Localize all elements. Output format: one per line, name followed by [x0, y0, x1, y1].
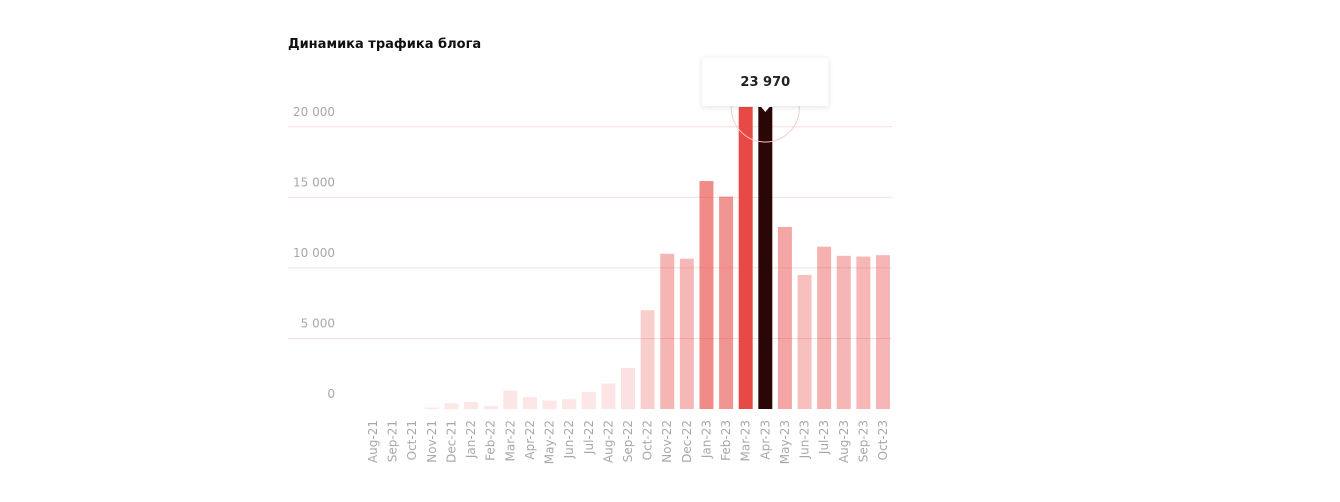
x-tick-label: May-23: [778, 420, 792, 464]
x-tick-label: Aug-21: [366, 420, 380, 463]
bar: [797, 274, 812, 409]
bar: [444, 403, 459, 409]
x-tick-label: Jun-23: [798, 420, 812, 459]
bar: [542, 400, 557, 409]
x-tick-label: Jan-23: [699, 420, 713, 459]
bar: [621, 368, 635, 409]
x-tick-label: Apr-22: [523, 420, 537, 460]
x-tick-label: Dec-22: [680, 420, 694, 463]
bar: [601, 383, 616, 409]
x-tick-label: Oct-22: [641, 420, 655, 460]
y-tick-label: 20 000: [293, 105, 335, 119]
tooltip-pointer: [760, 106, 771, 112]
bar: [876, 255, 890, 409]
bar: [660, 253, 675, 409]
bar: [424, 407, 439, 409]
chart-title: Динамика трафика блога: [288, 37, 481, 52]
y-tick-label: 0: [327, 387, 335, 401]
x-tick-label: Nov-21: [425, 420, 439, 463]
bar: [522, 397, 537, 409]
bar: [581, 392, 596, 409]
x-tick-label: Aug-22: [601, 420, 615, 463]
x-tick-label: Sep-22: [621, 420, 635, 462]
bar: [699, 181, 714, 409]
bar: [758, 107, 773, 409]
bar: [464, 401, 479, 409]
x-tick-label: Oct-21: [405, 420, 419, 460]
x-tick-label: Jul-22: [582, 420, 596, 455]
x-tick-label: Aug-23: [837, 420, 851, 463]
bar: [738, 107, 753, 409]
bar: [856, 256, 871, 409]
x-tick-label: Nov-22: [660, 420, 674, 463]
bar: [817, 246, 832, 409]
bar: [777, 226, 792, 409]
x-tick-label: Dec-21: [444, 420, 458, 463]
x-tick-label: May-22: [543, 420, 557, 464]
tooltip-box: [702, 58, 829, 106]
y-tick-label: 10 000: [293, 246, 335, 260]
x-tick-label: Apr-23: [758, 420, 772, 460]
bar: [719, 196, 734, 409]
y-tick-label: 15 000: [293, 175, 335, 189]
bar: [640, 310, 655, 409]
x-tick-label: Sep-21: [386, 420, 400, 462]
tooltip-label: 23 970: [740, 75, 790, 90]
x-tick-label: Feb-23: [719, 420, 733, 461]
bar: [679, 258, 694, 409]
bar: [483, 406, 498, 409]
x-tick-label: Feb-22: [484, 420, 498, 461]
x-tick-label: Jan-22: [464, 420, 478, 459]
y-tick-label: 5 000: [301, 316, 335, 330]
x-tick-label: Sep-23: [856, 420, 870, 462]
x-tick-label: Oct-23: [876, 420, 890, 460]
x-tick-label: Jul-23: [817, 420, 831, 455]
bar: [836, 255, 851, 409]
bar: [562, 399, 577, 409]
x-tick-label: Jun-22: [562, 420, 576, 459]
x-tick-label: Mar-22: [503, 420, 517, 461]
bar: [503, 390, 518, 409]
x-tick-label: Mar-23: [739, 420, 753, 461]
